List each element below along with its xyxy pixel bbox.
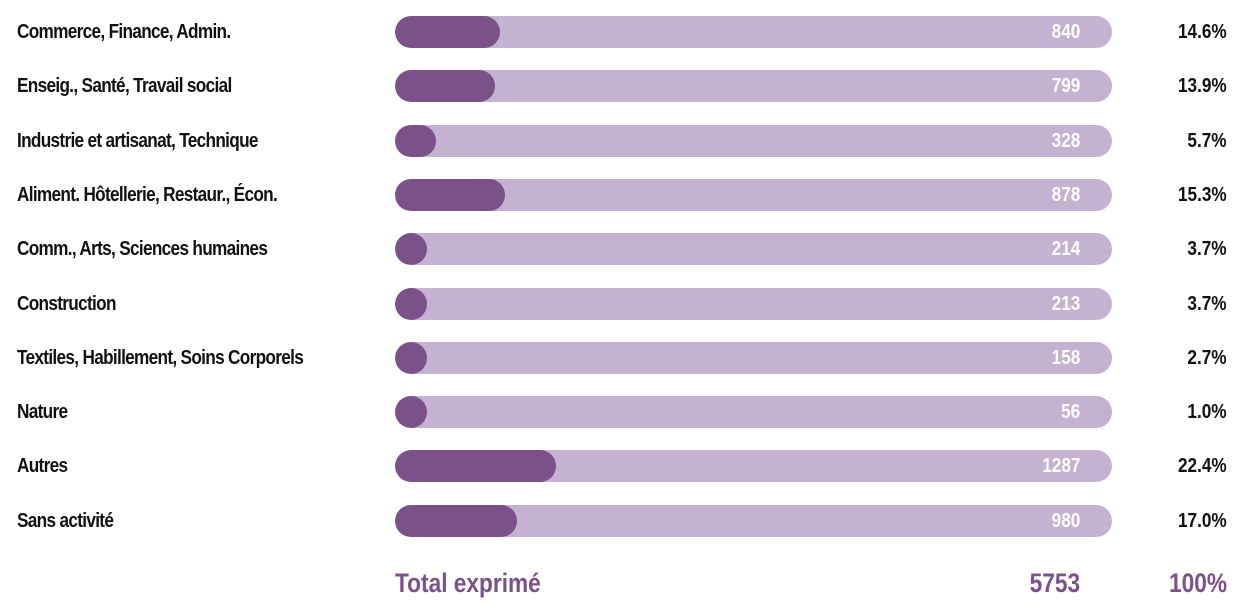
bar-track: 214 bbox=[395, 233, 1112, 265]
bar-track: 328 bbox=[395, 125, 1112, 157]
bar-fill bbox=[395, 342, 427, 374]
category-label: Sans activité bbox=[17, 510, 114, 532]
bar-fill bbox=[395, 179, 505, 211]
bar-track: 158 bbox=[395, 342, 1112, 374]
bar-row: Nature 56 1.0% bbox=[0, 395, 1233, 429]
bar-track: 980 bbox=[395, 505, 1112, 537]
percentage-label: 22.4% bbox=[1178, 455, 1227, 477]
percentage-label: 15.3% bbox=[1178, 184, 1227, 206]
bar-track: 799 bbox=[395, 70, 1112, 102]
bar-fill bbox=[395, 288, 427, 320]
percentage-label: 3.7% bbox=[1187, 293, 1227, 315]
bar-row: Sans activité 980 17.0% bbox=[0, 504, 1233, 538]
category-label: Autres bbox=[17, 455, 68, 477]
bar-value-label: 878 bbox=[1051, 184, 1080, 206]
bar-value-label: 1287 bbox=[1041, 455, 1080, 477]
percentage-label: 17.0% bbox=[1178, 510, 1227, 532]
bar-row: Textiles, Habillement, Soins Corporels 15… bbox=[0, 341, 1233, 375]
bar-fill bbox=[395, 125, 436, 157]
bar-row: Aliment. Hôtellerie, Restaur., Écon. 878 1… bbox=[0, 178, 1233, 212]
bar-fill bbox=[395, 70, 495, 102]
category-label: Industrie et artisanat, Technique bbox=[17, 130, 258, 152]
bar-value-label: 214 bbox=[1051, 238, 1080, 260]
bar-fill bbox=[395, 233, 427, 265]
percentage-label: 5.7% bbox=[1187, 130, 1227, 152]
category-label: Construction bbox=[17, 293, 116, 315]
bar-fill bbox=[395, 505, 517, 537]
bar-track: 56 bbox=[395, 396, 1112, 428]
percentage-label: 13.9% bbox=[1178, 75, 1227, 97]
percentage-label: 3.7% bbox=[1187, 238, 1227, 260]
category-label: Textiles, Habillement, Soins Corporels bbox=[17, 347, 304, 369]
category-label: Aliment. Hôtellerie, Restaur., Écon. bbox=[17, 184, 278, 206]
bar-value-label: 158 bbox=[1051, 347, 1080, 369]
total-percent: 100% bbox=[1168, 568, 1227, 598]
bar-fill bbox=[395, 16, 500, 48]
total-value: 5753 bbox=[1029, 568, 1080, 598]
category-label: Nature bbox=[17, 401, 68, 423]
percentage-label: 1.0% bbox=[1187, 401, 1227, 423]
bar-track: 213 bbox=[395, 288, 1112, 320]
bar-row: Enseig., Santé, Travail social 799 13.9% bbox=[0, 69, 1233, 103]
total-label: Total exprimé bbox=[395, 568, 541, 598]
bar-track: 1287 bbox=[395, 450, 1112, 482]
bar-track: 840 bbox=[395, 16, 1112, 48]
bar-row: Construction 213 3.7% bbox=[0, 287, 1233, 321]
category-label: Comm., Arts, Sciences humaines bbox=[17, 238, 268, 260]
category-label: Commerce, Finance, Admin. bbox=[17, 21, 231, 43]
bar-value-label: 56 bbox=[1060, 401, 1080, 423]
bar-row: Autres 1287 22.4% bbox=[0, 449, 1233, 483]
bar-value-label: 980 bbox=[1051, 510, 1080, 532]
bar-value-label: 328 bbox=[1051, 130, 1080, 152]
bar-row: Comm., Arts, Sciences humaines 214 3.7% bbox=[0, 232, 1233, 266]
bar-value-label: 213 bbox=[1051, 293, 1080, 315]
bar-fill bbox=[395, 396, 427, 428]
bar-fill bbox=[395, 450, 556, 482]
bar-track: 878 bbox=[395, 179, 1112, 211]
percentage-label: 14.6% bbox=[1178, 21, 1227, 43]
total-row: Total exprimé 5753 100% bbox=[0, 565, 1233, 605]
bar-row: Industrie et artisanat, Technique 328 5.7% bbox=[0, 124, 1233, 158]
percentage-label: 2.7% bbox=[1187, 347, 1227, 369]
bar-value-label: 840 bbox=[1051, 21, 1080, 43]
category-label: Enseig., Santé, Travail social bbox=[17, 75, 232, 97]
bar-row: Commerce, Finance, Admin. 840 14.6% bbox=[0, 15, 1233, 49]
bar-value-label: 799 bbox=[1051, 75, 1080, 97]
